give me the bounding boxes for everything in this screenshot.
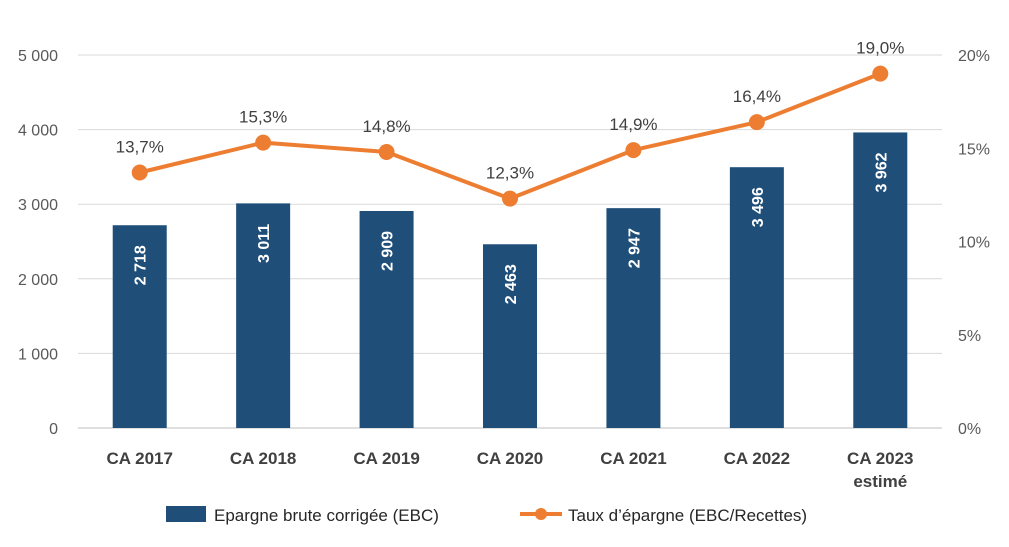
bar-data-label: 3 496 bbox=[750, 187, 767, 227]
line-point bbox=[131, 164, 148, 181]
y-right-tick-label: 0% bbox=[958, 421, 981, 438]
y-left-tick-label: 4 000 bbox=[18, 123, 58, 140]
x-tick-label: CA 2020 bbox=[477, 449, 543, 468]
bar bbox=[483, 244, 537, 428]
line-point bbox=[872, 65, 889, 82]
line-data-label: 15,3% bbox=[239, 108, 287, 127]
line-point bbox=[378, 143, 395, 160]
legend: Epargne brute corrigée (EBC) Taux d’épar… bbox=[166, 506, 807, 525]
x-tick-label: CA 2021 bbox=[600, 449, 666, 468]
legend-line-label: Taux d’épargne (EBC/Recettes) bbox=[568, 506, 807, 525]
line-point bbox=[625, 142, 642, 159]
y-right-tick-label: 20% bbox=[958, 48, 990, 65]
line-data-label: 12,3% bbox=[486, 164, 534, 183]
bar-series bbox=[112, 132, 908, 428]
x-tick-label: CA 2018 bbox=[230, 449, 296, 468]
bar-data-label: 2 909 bbox=[380, 231, 397, 271]
x-tick-label: CA 2023 bbox=[847, 449, 913, 468]
y-left-tick-label: 2 000 bbox=[18, 272, 58, 289]
bar-data-label: 2 947 bbox=[626, 228, 643, 268]
y-left-tick-label: 5 000 bbox=[18, 48, 58, 65]
line-point bbox=[748, 114, 765, 131]
line-point bbox=[502, 190, 518, 207]
legend-bar-label: Epargne brute corrigée (EBC) bbox=[214, 506, 439, 525]
bar-data-label: 3 962 bbox=[873, 152, 890, 192]
x-tick-label: estimé bbox=[853, 472, 907, 491]
bar bbox=[112, 225, 167, 428]
line-data-label: 16,4% bbox=[733, 87, 781, 106]
bar-data-label: 2 718 bbox=[133, 245, 150, 285]
y-right-tick-label: 15% bbox=[958, 141, 990, 158]
bar-data-label: 2 463 bbox=[503, 264, 520, 304]
line-data-label: 19,0% bbox=[856, 39, 904, 58]
bar bbox=[236, 203, 291, 428]
legend-bar-swatch bbox=[166, 506, 206, 522]
x-axis-categories: CA 2017 CA 2018 CA 2019 CA 2020 CA 2021 CA 20… bbox=[106, 449, 913, 491]
line-data-labels: 13,7% 15,3% 14,8% 12,3% 14,9% 16,4% 19,0% bbox=[116, 39, 905, 183]
x-tick-label: CA 2019 bbox=[353, 449, 419, 468]
bar-data-labels: 2 718 3 011 2 909 2 463 2 947 3 496 3 962 bbox=[133, 152, 891, 304]
x-tick-label: CA 2022 bbox=[724, 449, 790, 468]
line-data-label: 13,7% bbox=[116, 137, 164, 156]
y-axis-right: 0% 5% 10% 15% 20% bbox=[958, 48, 990, 438]
line-data-label: 14,9% bbox=[609, 115, 657, 134]
bar bbox=[606, 208, 661, 428]
y-axis-left: 0 1 000 2 000 3 000 4 000 5 000 bbox=[18, 48, 58, 438]
line-point bbox=[255, 134, 272, 151]
line-data-label: 14,8% bbox=[362, 117, 410, 136]
y-left-tick-label: 0 bbox=[49, 421, 58, 438]
y-left-tick-label: 3 000 bbox=[18, 197, 58, 214]
bar bbox=[729, 167, 784, 428]
line-series bbox=[131, 65, 889, 207]
x-tick-label: CA 2017 bbox=[106, 449, 172, 468]
bar-data-label: 3 011 bbox=[256, 224, 273, 263]
legend-line-marker bbox=[535, 508, 547, 520]
y-right-tick-label: 10% bbox=[958, 235, 990, 252]
y-left-tick-label: 1 000 bbox=[18, 346, 58, 363]
y-right-tick-label: 5% bbox=[958, 328, 981, 345]
bar bbox=[359, 210, 414, 428]
bar bbox=[853, 132, 908, 428]
